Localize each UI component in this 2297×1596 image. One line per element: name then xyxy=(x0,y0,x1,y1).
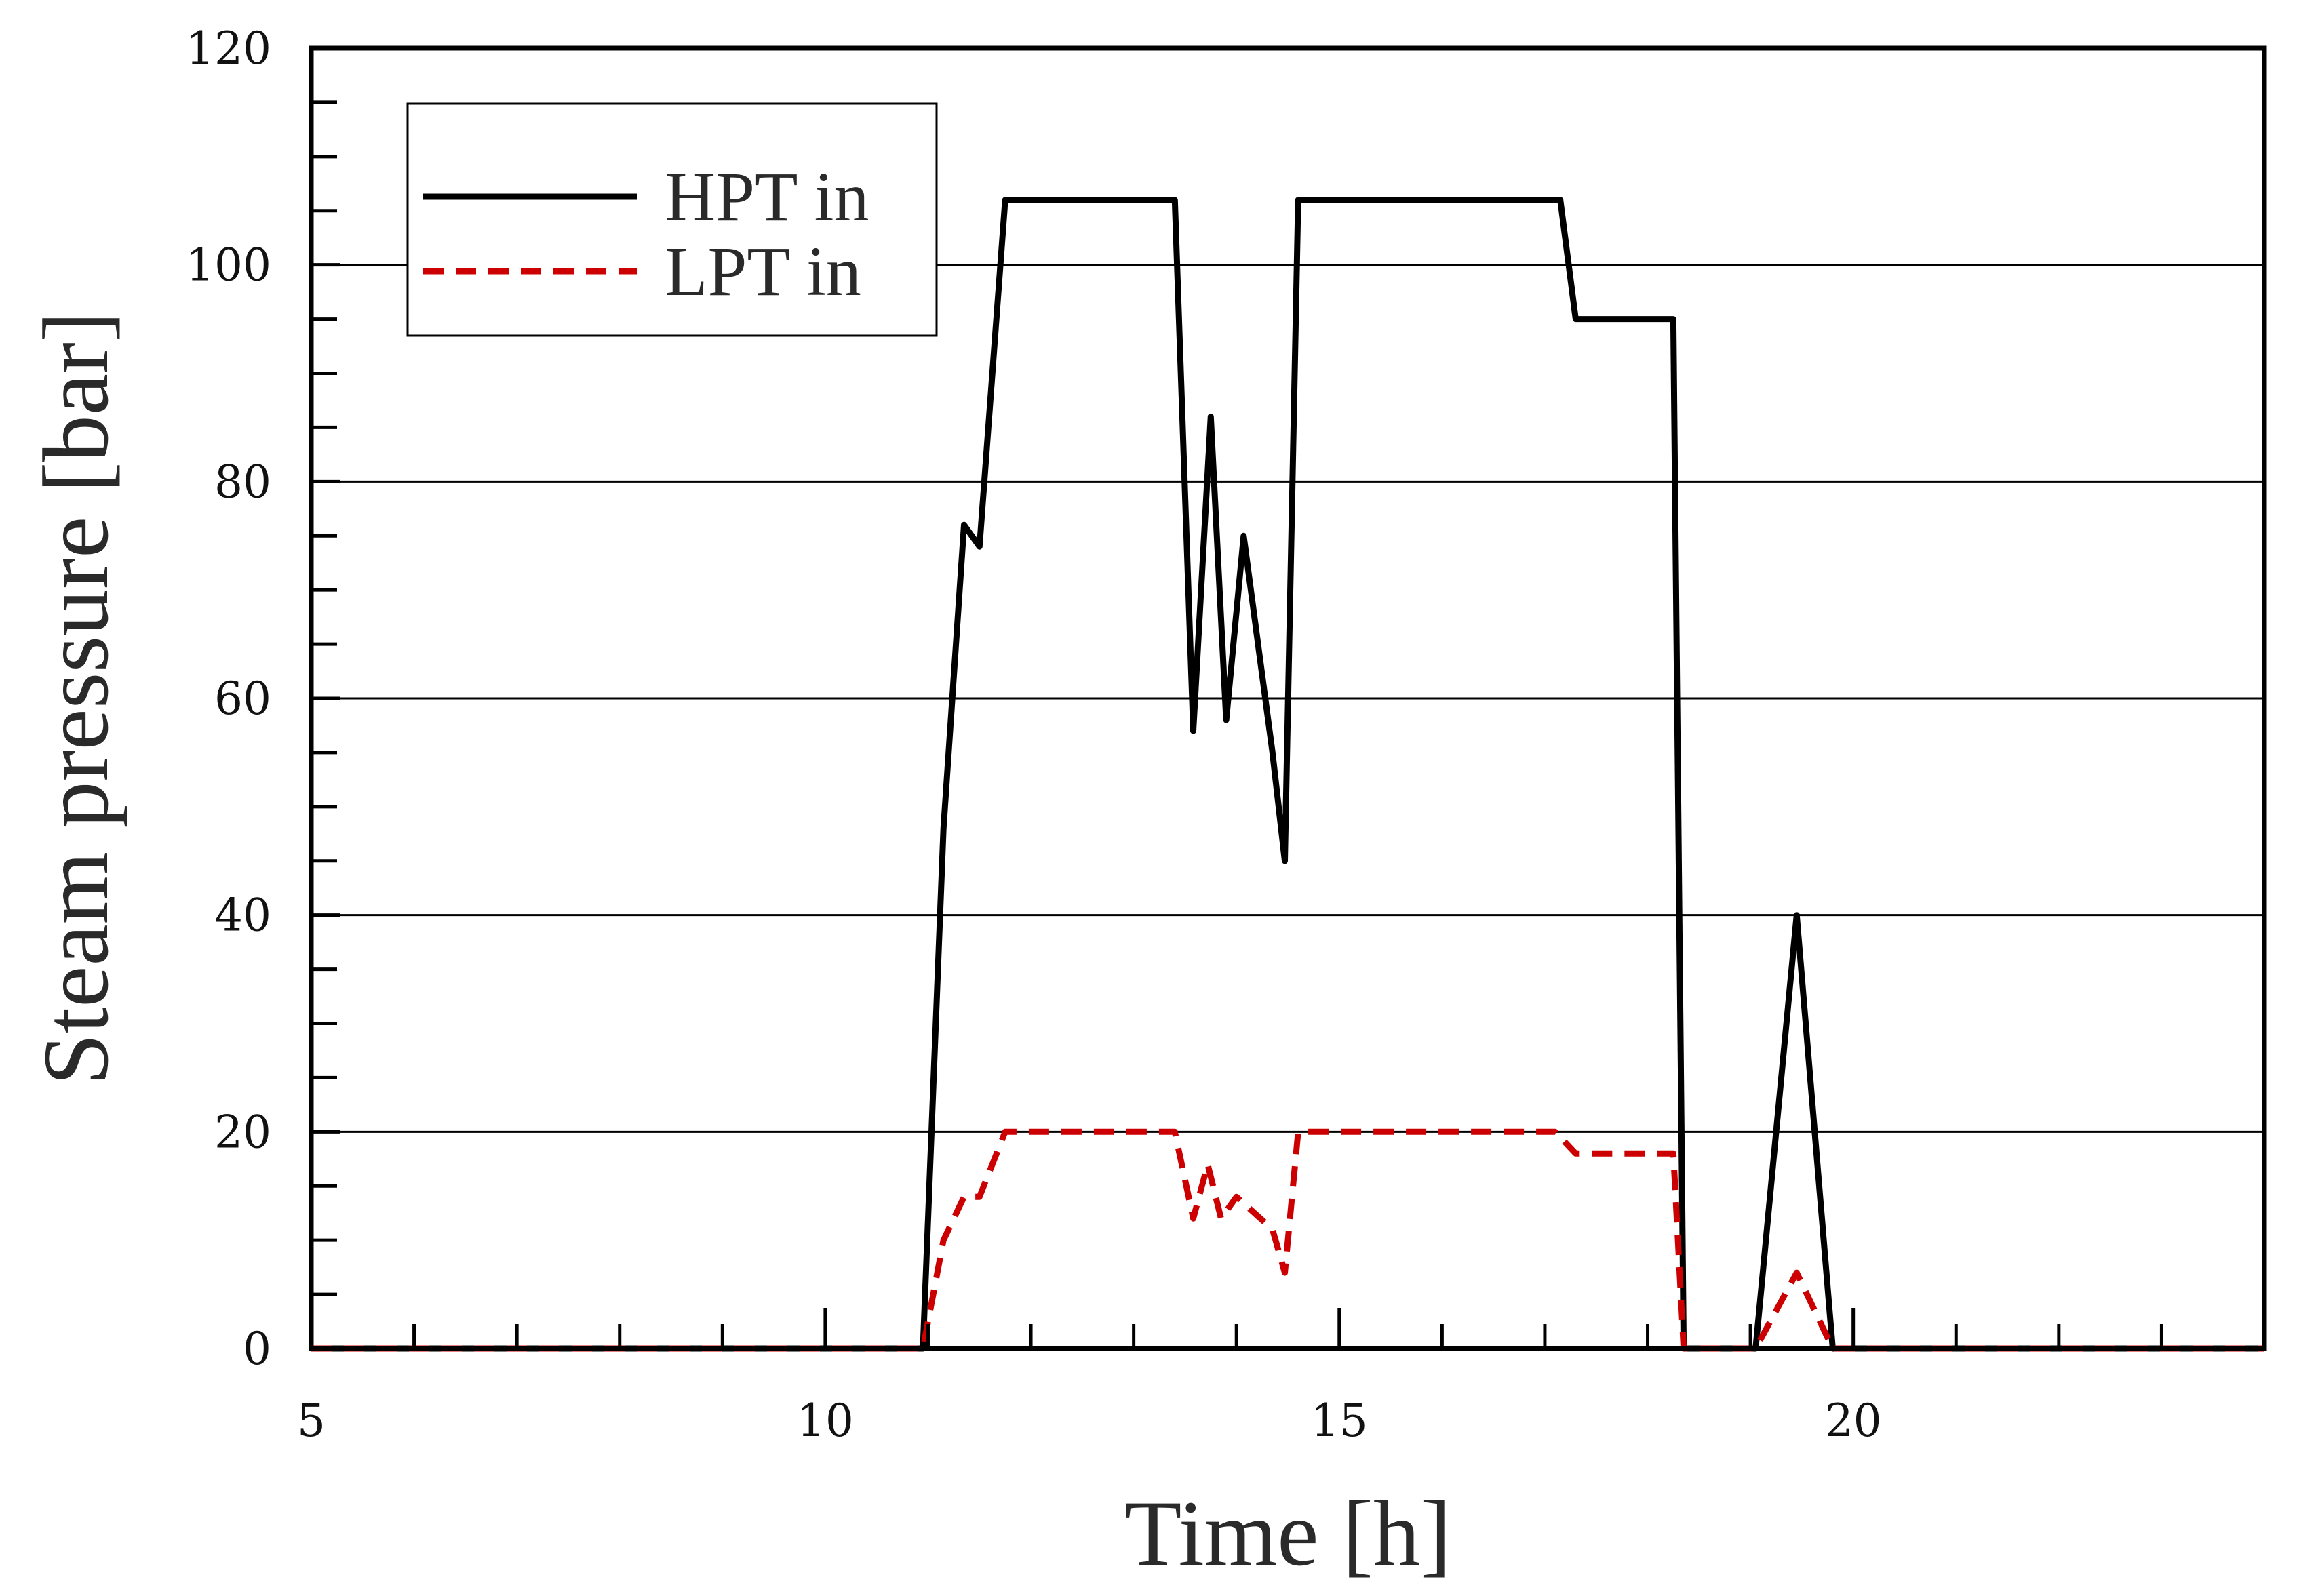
x-tick-label-20: 20 xyxy=(1825,1395,1882,1447)
plot-area-frame xyxy=(309,45,2267,1351)
legend: HPT in LPT in xyxy=(406,102,938,337)
legend-label-lpt-in: LPT in xyxy=(665,233,861,311)
x-tick-label-5: 5 xyxy=(297,1395,326,1447)
series-line-hpt-in xyxy=(311,197,2264,1352)
y-tick-label-0: 0 xyxy=(243,1323,271,1375)
series-lines xyxy=(311,197,2264,1352)
y-tick-label-20: 20 xyxy=(214,1106,271,1158)
x-tick-label-10: 10 xyxy=(797,1395,854,1447)
y-tick-label-120: 120 xyxy=(186,22,271,75)
x-axis-title: Time [h] xyxy=(1124,1481,1451,1585)
x-tick-label-15: 15 xyxy=(1311,1395,1368,1447)
series-line-lpt-in xyxy=(311,1128,2264,1352)
y-tick-label-100: 100 xyxy=(186,239,271,292)
y-axis-title: Steam pressure [bar] xyxy=(24,311,127,1085)
legend-label-hpt-in: HPT in xyxy=(665,158,869,236)
y-tick-label-80: 80 xyxy=(214,456,271,508)
y-tick-label-60: 60 xyxy=(214,673,271,725)
legend-box xyxy=(406,102,938,337)
tick-labels: 0 20 40 60 80 100 120 5 10 15 20 xyxy=(186,22,1882,1447)
y-tick-label-40: 40 xyxy=(214,890,271,942)
